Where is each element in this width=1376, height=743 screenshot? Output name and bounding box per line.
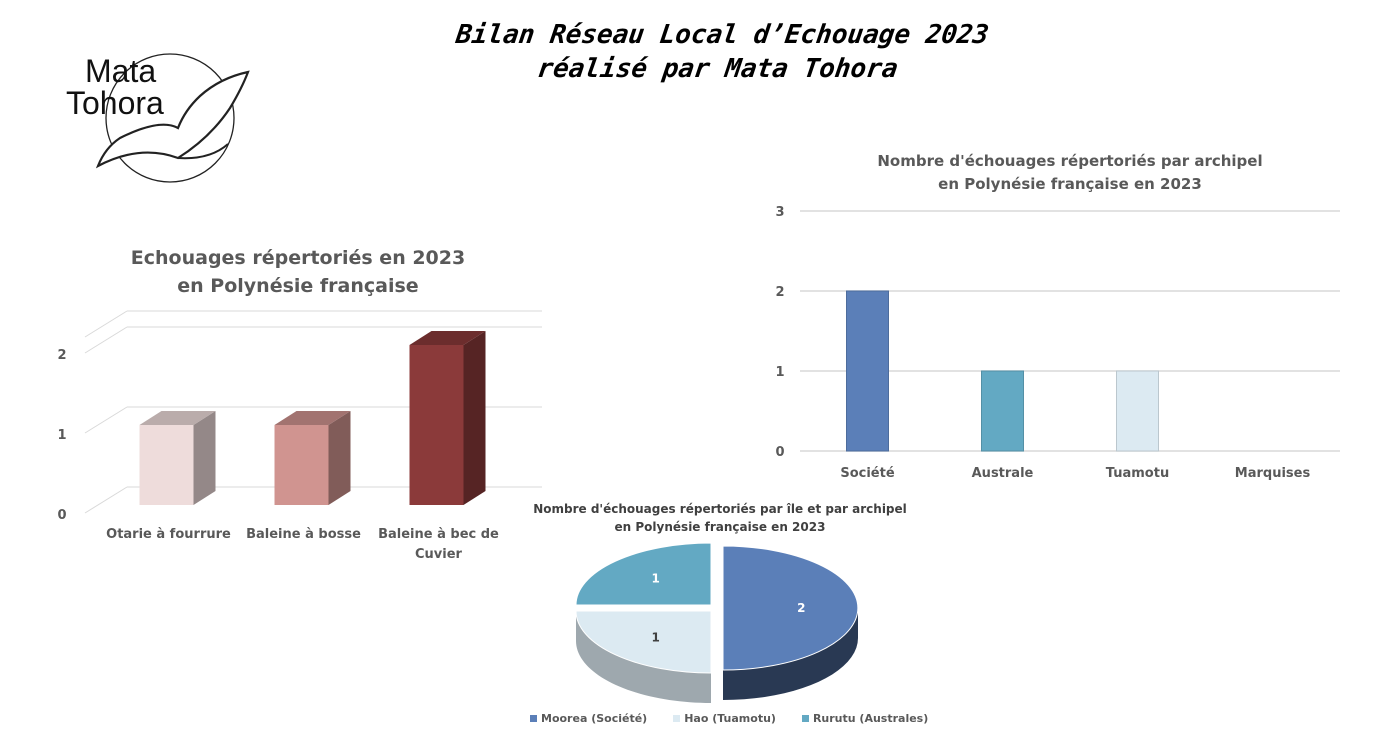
chart2-bar (1116, 370, 1159, 452)
chart3-title: Nombre d'échouages répertoriés par île e… (520, 500, 920, 536)
chart2-category-label: Société (840, 466, 894, 481)
chart3-legend-item: Hao (Tuamotu) (673, 712, 776, 725)
chart3-data-label: 1 (651, 630, 659, 644)
chart2-category-label: Tuamotu (1106, 466, 1169, 481)
chart1-grid-diag (84, 310, 128, 338)
chart1-ytick-label: 1 (57, 428, 66, 443)
logo-tail-stroke (177, 143, 229, 160)
chart2-category-label: Marquises (1235, 466, 1311, 481)
chart1-title-line2: en Polynésie française (177, 275, 419, 297)
chart3-legend-item: Moorea (Société) (530, 712, 647, 725)
chart3-legend-label: Moorea (Société) (541, 712, 648, 725)
chart1-bar-front (274, 425, 329, 505)
chart2-bar (981, 370, 1024, 452)
chart1-title-line1: Echouages répertoriés en 2023 (130, 247, 466, 269)
chart2-category-label: Australe (972, 466, 1034, 481)
chart1-grid-diag (84, 326, 128, 354)
chart1-category-label: Baleine à bosse (246, 527, 361, 542)
chart3-slice (722, 545, 859, 671)
chart1-category-label: Otarie à fourrure (106, 527, 231, 542)
chart3-data-label: 2 (797, 601, 805, 615)
chart1-bar-front (409, 345, 464, 505)
chart1-title: Echouages répertoriés en 2023 en Polynés… (120, 244, 476, 300)
chart1-bar-top (409, 331, 486, 345)
chart2-ytick-label: 3 (775, 205, 784, 220)
chart3-legend-swatch (530, 715, 537, 722)
chart2-title-line2: en Polynésie française en 2023 (938, 175, 1202, 193)
chart1-bar-side (328, 411, 351, 505)
chart2-ytick-label: 1 (775, 365, 784, 380)
chart3-title-line1: Nombre d'échouages répertoriés par île e… (533, 502, 907, 516)
chart1-grid-diag (84, 406, 128, 434)
chart3-legend-swatch (673, 715, 681, 722)
chart1-ytick-label: 2 (57, 348, 66, 363)
chart1-category-label: Cuvier (415, 547, 463, 562)
chart1-category-label: Baleine à bec de (378, 527, 499, 542)
chart1-ytick-label: 0 (57, 508, 66, 523)
chart1-bar-side (193, 411, 216, 505)
chart2-ytick-label: 0 (775, 445, 784, 460)
chart3-slice (575, 542, 712, 606)
chart1-bar-top (274, 411, 351, 425)
chart3-data-label: 1 (651, 572, 659, 586)
chart2-ytick-label: 2 (775, 285, 784, 300)
mata-tohora-logo: Mata Tohora (66, 53, 250, 183)
chart1-bar-side (463, 331, 486, 505)
logo-text-mata: Mata (85, 53, 156, 89)
logo-circle (105, 53, 235, 183)
chart3-legend: Moorea (Société) Hao (Tuamotu) Rurutu (Aus… (530, 712, 950, 725)
chart2-title-line1: Nombre d'échouages répertoriés par archi… (877, 152, 1263, 170)
chart1-bar-front (139, 425, 194, 505)
chart3-legend-item: Rurutu (Australes) (801, 712, 929, 725)
chart2-bar (846, 290, 889, 452)
logo-text-tohora: Tohora (66, 85, 164, 121)
chart1-grid-diag (84, 486, 128, 514)
chart3-slice-side (576, 611, 711, 703)
chart3-title-line2: en Polynésie française en 2023 (614, 520, 826, 534)
chart2-title: Nombre d'échouages répertoriés par archi… (830, 150, 1310, 196)
chart3-slice (575, 610, 712, 674)
chart1-bar-top (139, 411, 216, 425)
chart3-legend-swatch (801, 715, 809, 722)
chart3-slice-side (723, 608, 858, 700)
chart3-legend-label: Hao (Tuamotu) (684, 712, 776, 725)
chart3-legend-label: Rurutu (Australes) (812, 712, 929, 725)
